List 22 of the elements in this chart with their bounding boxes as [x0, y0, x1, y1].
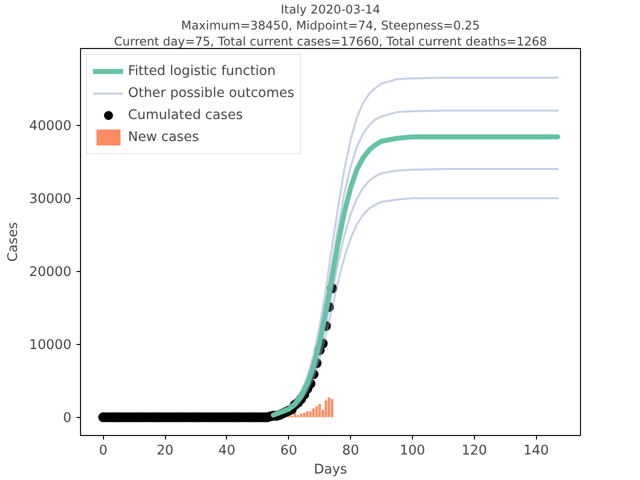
- y-tick-label: 40000: [29, 119, 72, 134]
- y-tick-label: 10000: [29, 338, 72, 354]
- x-tick-label: 40: [218, 444, 236, 458]
- y-tick-label: 30000: [29, 192, 72, 208]
- x-tick-label: 140: [523, 444, 549, 458]
- x-tick-label: 0: [98, 444, 108, 458]
- y-axis-title: Cases: [6, 222, 22, 262]
- x-tick-label: 100: [400, 444, 426, 458]
- chart-title: Italy 2020-03-14: [280, 2, 380, 16]
- text: Current day=75, Total current cases=17660, Total current deaths=1268: [114, 34, 548, 48]
- legend-label: New cases: [128, 130, 199, 144]
- legend-label: Cumulated cases: [128, 108, 243, 122]
- x-tick-label: 60: [280, 444, 298, 458]
- y-tick-label: 20000: [29, 265, 72, 280]
- legend-label: Fitted logistic function: [128, 64, 276, 78]
- legend-label: Other possible outcomes: [128, 86, 294, 100]
- y-tick-label: 0: [63, 411, 72, 426]
- x-tick-label: 20: [156, 444, 174, 458]
- chart-subtitle: Maximum=38450, Midpoint=74, Steepness=0.25: [181, 18, 480, 32]
- x-tick-label: 80: [342, 444, 360, 458]
- x-axis-title: Days: [314, 462, 348, 478]
- x-tick-label: 120: [462, 444, 488, 458]
